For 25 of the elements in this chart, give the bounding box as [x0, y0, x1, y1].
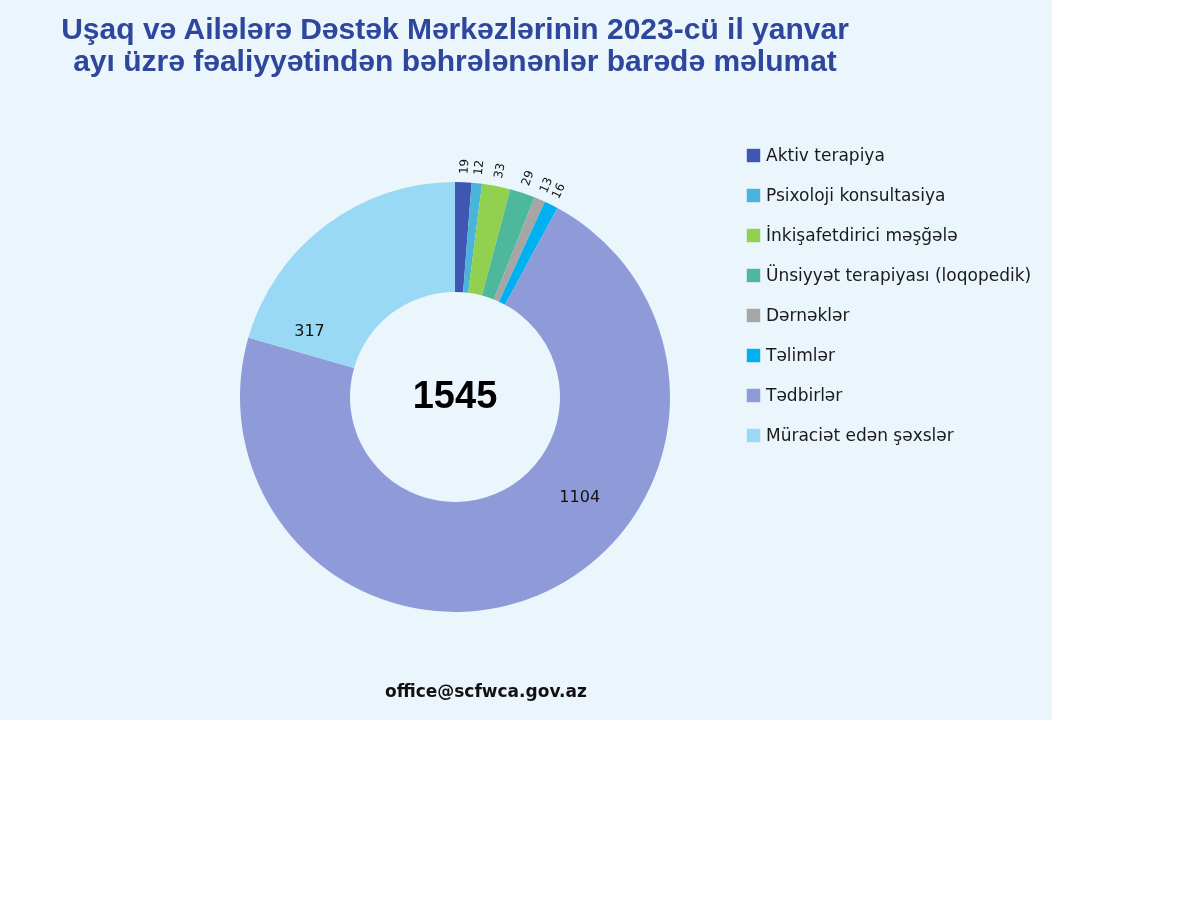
data-label: 1104 [559, 487, 601, 507]
legend-label: Ünsiyyət terapiyası (loqopedik) [766, 263, 1032, 285]
donut-slice [482, 189, 535, 300]
donut-slice [493, 197, 545, 302]
donut-slice [463, 182, 483, 293]
legend-label: Psixoloji konsultasiya [766, 184, 946, 205]
donut-slice [248, 182, 455, 368]
text: 1545 [412, 374, 498, 416]
chart-title: Uşaq və Ailələrə Dəstək Mərkəzlərinin 2023-cü il yanvar ayı üzrə fəaliyyətindən bəhrələnənlər barədə məlumat [61, 12, 850, 77]
legend-label: Təlimlər [765, 344, 836, 365]
data-label: 12 [470, 159, 487, 176]
legend-label: İnkişafetdirici məşğələ [766, 224, 958, 245]
legend-label: Dərnəklər [766, 304, 850, 325]
data-label: 317 [294, 320, 325, 340]
data-label: 33 [491, 161, 508, 180]
data-label: 29 [518, 168, 537, 188]
legend-label: Müraciət edən şəxslər [766, 424, 954, 445]
donut-slice [455, 182, 472, 293]
data-label: 19 [456, 158, 472, 175]
legend-label: Aktiv terapiya [766, 144, 885, 165]
donut-slice [240, 207, 670, 612]
legend-label: Tədbirlər [765, 384, 843, 405]
text: office@scfwca.gov.az [385, 681, 588, 701]
donut-slice [498, 201, 558, 305]
donut-slice [468, 183, 511, 296]
